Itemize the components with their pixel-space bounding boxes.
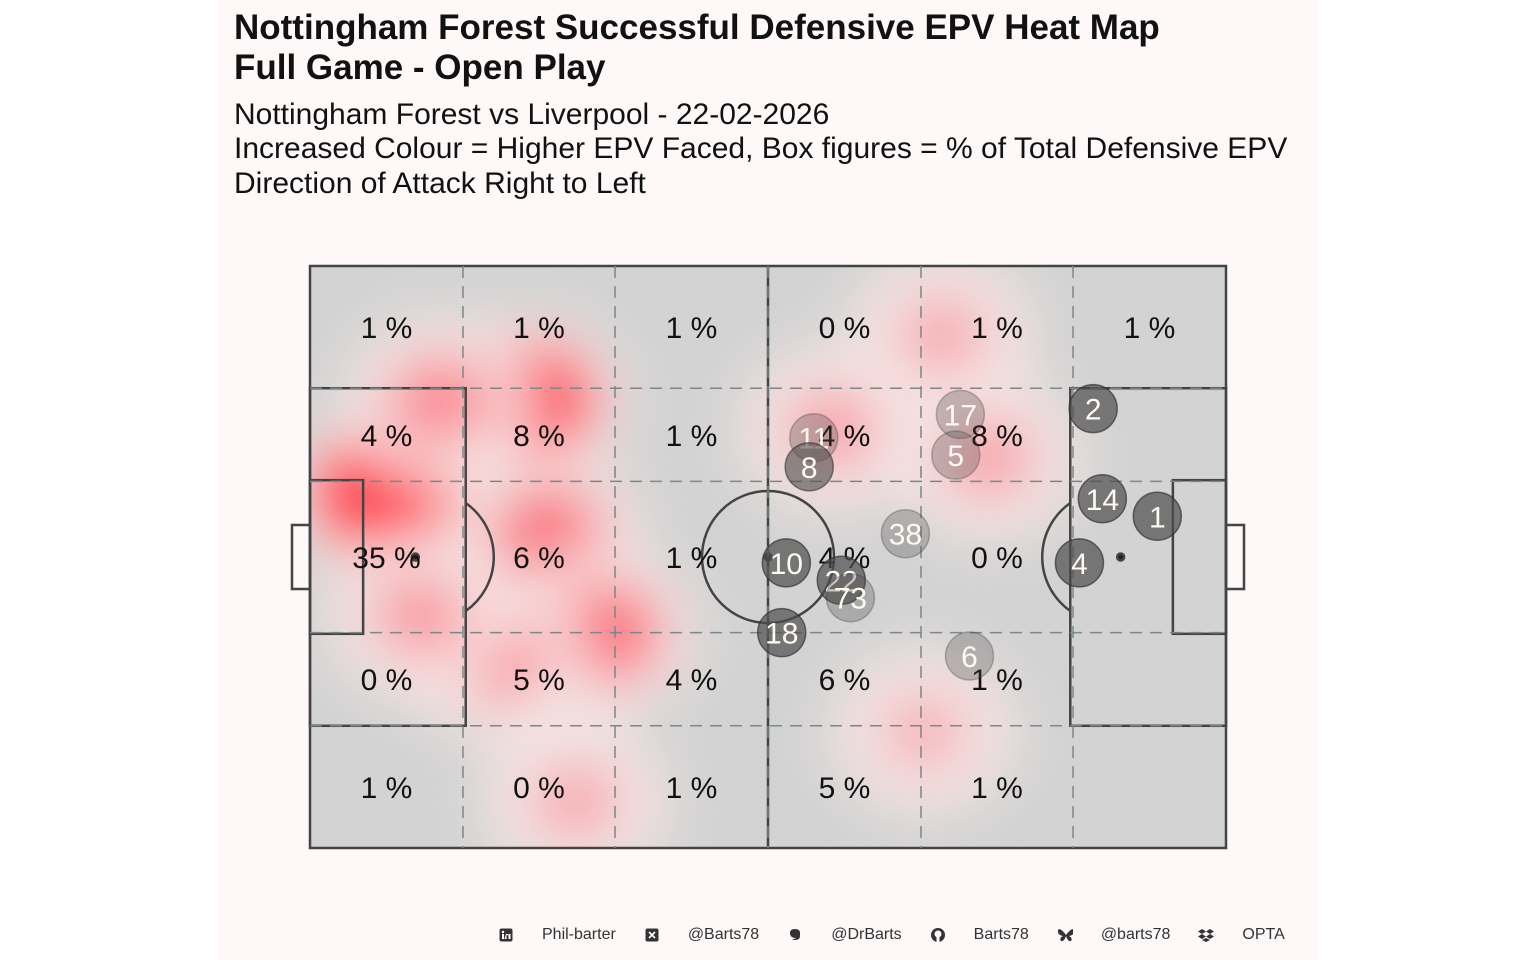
player-marker: 18	[756, 607, 807, 658]
chart-subtitle-line3: Direction of Attack Right to Left	[234, 167, 646, 200]
player-number: 1	[1149, 501, 1166, 534]
player-number: 8	[801, 452, 818, 485]
player-marker: 22	[816, 555, 867, 606]
player-circle	[944, 631, 995, 681]
player-number: 22	[825, 565, 858, 598]
player-marker: 1	[1132, 491, 1183, 542]
player-number: 10	[770, 548, 803, 581]
zone-percent-label: 1 %	[666, 420, 718, 453]
footer: Phil-barter @Barts78 @DrBarts Barts78 @barts…	[498, 924, 1313, 946]
zone-percent-label: 0 %	[819, 312, 871, 345]
zone-percent-label: 0 %	[971, 542, 1023, 575]
zone-labels: 1 % 1 % 1 % 0 % 1 % 1 % 4 % 8 % 1 % 4 % 8 % 35 % 6 %…	[352, 312, 1175, 805]
zone-percent-label: 1 %	[361, 312, 413, 345]
zone-percent-label: 1 %	[361, 772, 413, 805]
player-circle	[1077, 474, 1128, 524]
player-marker: 5	[931, 430, 981, 480]
zone-percent-label: 1 %	[971, 772, 1023, 805]
linkedin-icon	[498, 927, 514, 943]
footer-label: @DrBarts	[831, 926, 902, 943]
zone-percent-label: 1 %	[666, 542, 718, 575]
player-circle	[880, 508, 931, 559]
player-circle	[761, 538, 812, 588]
player-number: 73	[834, 583, 867, 616]
player-marker: 4	[1054, 538, 1105, 588]
chart-subtitle: Nottingham Forest vs Liverpool - 22-02-2…	[234, 98, 830, 131]
zone-percent-label: 1 %	[971, 312, 1023, 345]
zone-percent-label: 4 %	[361, 420, 413, 453]
zone-percent-label: 6 %	[819, 664, 871, 697]
player-marker: 14	[1077, 474, 1128, 524]
player-number: 14	[1086, 484, 1119, 517]
player-circle	[931, 430, 981, 480]
player-circle	[935, 389, 986, 440]
zone-percent-label: 1 %	[666, 312, 718, 345]
bluesky-icon	[1057, 927, 1073, 943]
zone-percent-label: 8 %	[971, 420, 1023, 453]
footer-label: @Barts78	[687, 926, 760, 943]
heat-layer	[310, 266, 1083, 848]
player-marker: 73	[825, 572, 876, 623]
zone-percent-label: 4 %	[666, 664, 718, 697]
zone-percent-label: 6 %	[513, 542, 565, 575]
zone-percent-label: 1 %	[666, 772, 718, 805]
zone-percent-label: 8 %	[513, 420, 565, 453]
chart-title-line2: Full Game - Open Play	[234, 48, 606, 87]
footer-label: OPTA	[1242, 926, 1285, 943]
x-icon	[644, 927, 660, 943]
zone-percent-label: 1 %	[1124, 312, 1176, 345]
footer-label: Phil-barter	[542, 926, 616, 943]
player-circle	[756, 607, 807, 658]
player-marker: 6	[944, 631, 995, 681]
right-penalty-spot	[1115, 552, 1126, 562]
zone-percent-label: 0 %	[513, 772, 565, 805]
chart-subtitle-line2: Increased Colour = Higher EPV Faced, Box…	[234, 132, 1288, 165]
mastodon-icon	[787, 927, 803, 943]
player-marker: 8	[784, 442, 834, 492]
player-number: 5	[947, 440, 964, 473]
player-number: 17	[944, 399, 977, 432]
player-marker: 10	[761, 538, 812, 588]
left-goal	[290, 523, 312, 591]
github-icon	[930, 927, 946, 943]
zone-percent-label: 0 %	[361, 664, 413, 697]
heat-spot	[532, 764, 619, 839]
chart-title: Nottingham Forest Successful Defensive E…	[234, 8, 1160, 47]
left-penalty-arc	[465, 501, 495, 613]
footer-label: Barts78	[973, 926, 1029, 943]
player-circle	[1068, 383, 1118, 434]
footer-label: @barts78	[1100, 926, 1171, 943]
heat-spot	[942, 419, 1033, 498]
right-goal	[1224, 523, 1246, 591]
zone-percent-label: 4 %	[819, 420, 871, 453]
player-marker: 38	[880, 508, 931, 559]
left-penalty-spot	[410, 552, 421, 562]
zone-percent-label: 1 %	[971, 664, 1023, 697]
player-marker: 17	[935, 389, 986, 440]
zone-percent-label: 1 %	[513, 312, 565, 345]
player-circle	[1054, 538, 1105, 588]
player-number: 38	[889, 519, 922, 552]
player-circle	[784, 442, 834, 492]
right-penalty-arc	[1041, 501, 1071, 613]
heat-spot	[387, 356, 489, 444]
zone-percent-label: 35 %	[352, 542, 420, 575]
player-circle	[825, 572, 876, 623]
heat-spot	[882, 695, 966, 768]
zone-percent-label: 5 %	[513, 664, 565, 697]
player-number: 4	[1071, 548, 1088, 581]
player-number: 6	[961, 641, 978, 674]
heat-spot	[373, 574, 467, 656]
player-marker: 2	[1068, 383, 1118, 434]
zone-percent-label: 5 %	[819, 772, 871, 805]
player-circle	[1132, 491, 1183, 542]
dropbox-icon	[1198, 927, 1215, 943]
player-circle	[816, 555, 867, 606]
player-number: 18	[765, 618, 798, 651]
player-number: 2	[1085, 394, 1102, 427]
